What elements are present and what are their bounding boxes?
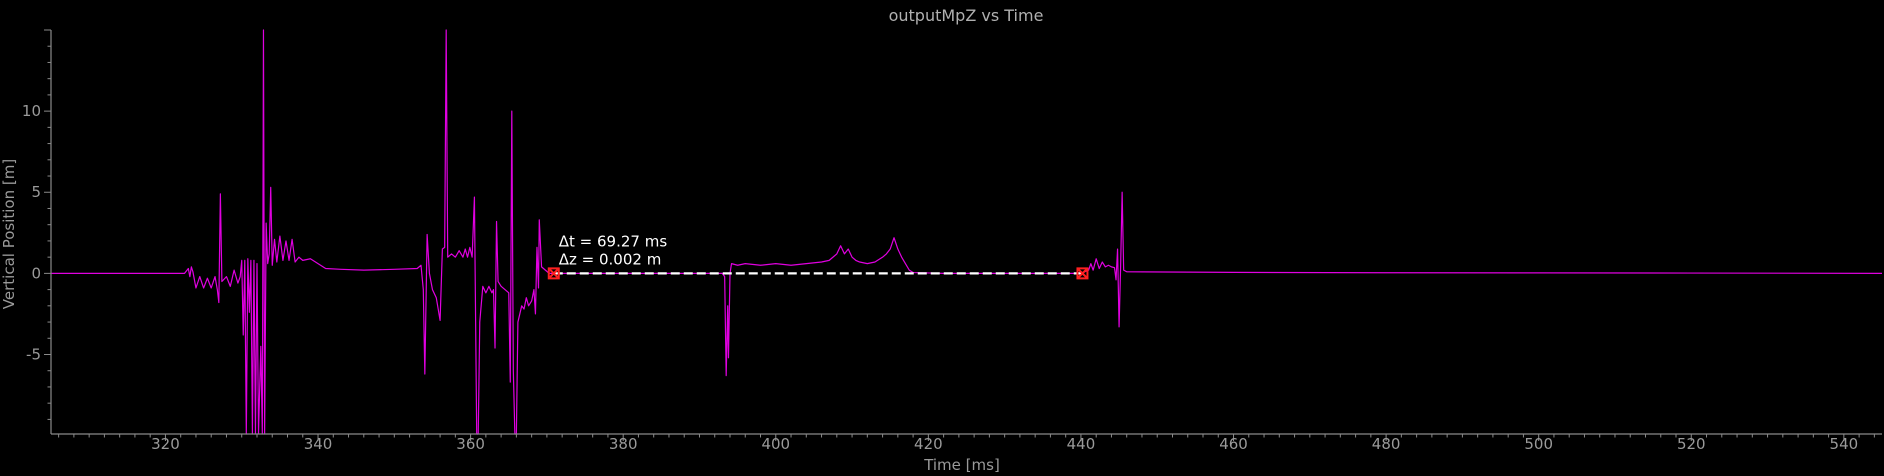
x-axis-ticks: 320 340 360 380 400 420 440 460 480 500 520 540 (58, 434, 1875, 453)
delta-z-label: Δz = 0.002 m (559, 250, 662, 268)
x-tick-label: 420 (914, 435, 943, 453)
chart-title: outputMpZ vs Time (889, 6, 1044, 25)
x-tick-label: 520 (1677, 435, 1706, 453)
y-tick-label: 10 (22, 102, 41, 120)
y-axis-ticks: -5 0 5 10 (22, 29, 51, 420)
x-tick-label: 500 (1524, 435, 1553, 453)
y-axis-label: Vertical Position [m] (0, 159, 18, 309)
series-line-0 (51, 29, 1883, 435)
series-layer (51, 29, 1883, 435)
x-tick-label: 400 (761, 435, 790, 453)
measure-end-marker[interactable] (1076, 267, 1089, 280)
x-tick-label: 540 (1830, 435, 1859, 453)
x-tick-label: 360 (456, 435, 485, 453)
x-tick-label: 380 (609, 435, 638, 453)
measure-start-marker[interactable] (547, 267, 560, 280)
x-tick-label: 340 (304, 435, 333, 453)
y-tick-label: -5 (26, 345, 41, 363)
y-tick-label: 0 (31, 264, 41, 282)
delta-t-label: Δt = 69.27 ms (559, 232, 668, 250)
y-tick-label: 5 (31, 183, 41, 201)
x-tick-label: 320 (151, 435, 180, 453)
x-tick-label: 480 (1372, 435, 1401, 453)
x-tick-label: 440 (1067, 435, 1096, 453)
x-axis-label: Time [ms] (923, 456, 1000, 474)
x-tick-label: 460 (1219, 435, 1248, 453)
